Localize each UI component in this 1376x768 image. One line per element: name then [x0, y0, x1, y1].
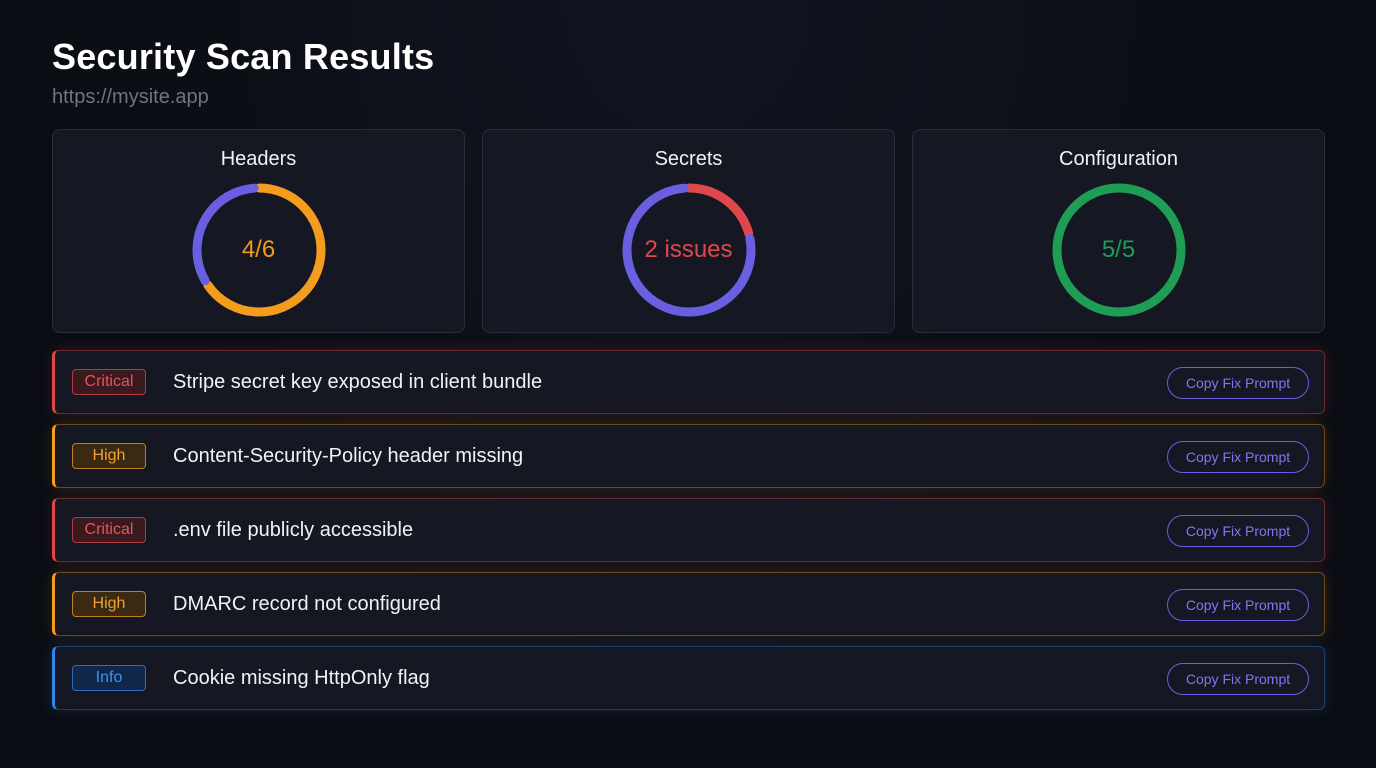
score-value: 2 issues	[644, 236, 733, 263]
severity-badge: Info	[72, 665, 146, 691]
finding-row: Info Cookie missing HttpOnly flag Copy F…	[52, 646, 1325, 710]
progress-ring-icon	[192, 183, 325, 317]
summary-cards: Headers 4/6 Secrets 2 issues Configurati…	[52, 129, 1325, 333]
severity-badge: High	[72, 591, 146, 617]
progress-ring-icon	[1052, 183, 1185, 317]
copy-fix-prompt-button[interactable]: Copy Fix Prompt	[1167, 367, 1309, 399]
finding-title: .env file publicly accessible	[173, 518, 414, 541]
score-ring: 2 issues	[621, 182, 757, 318]
ring-segment	[622, 183, 755, 317]
score-ring: 4/6	[191, 182, 327, 318]
finding-row: High DMARC record not configured Copy Fi…	[52, 572, 1325, 636]
severity-badge: Critical	[72, 517, 146, 543]
finding-title: Cookie missing HttpOnly flag	[173, 666, 430, 689]
score-value: 4/6	[241, 236, 276, 263]
copy-fix-prompt-button[interactable]: Copy Fix Prompt	[1167, 589, 1309, 621]
copy-fix-prompt-button[interactable]: Copy Fix Prompt	[1167, 663, 1309, 695]
summary-card-headers: Headers 4/6	[52, 129, 465, 333]
severity-badge: Critical	[72, 369, 146, 395]
finding-title: Content-Security-Policy header missing	[173, 444, 524, 467]
ring-segment	[1052, 183, 1185, 317]
score-ring: 5/5	[1051, 182, 1187, 318]
progress-ring-icon	[622, 183, 755, 317]
summary-card-configuration: Configuration 5/5	[912, 129, 1325, 333]
finding-title: Stripe secret key exposed in client bund…	[173, 370, 543, 393]
card-title: Configuration	[1059, 148, 1178, 170]
severity-badge: High	[72, 443, 146, 469]
copy-fix-prompt-button[interactable]: Copy Fix Prompt	[1167, 515, 1309, 547]
finding-row: Critical .env file publicly accessible C…	[52, 498, 1325, 562]
card-title: Headers	[220, 148, 297, 170]
finding-row: High Content-Security-Policy header miss…	[52, 424, 1325, 488]
score-value: 5/5	[1101, 236, 1136, 263]
summary-card-secrets: Secrets 2 issues	[482, 129, 895, 333]
site-url: https://mysite.app	[52, 86, 209, 108]
finding-row: Critical Stripe secret key exposed in cl…	[52, 350, 1325, 414]
page-title: Security Scan Results	[52, 36, 435, 77]
ring-segment	[192, 183, 325, 317]
finding-title: DMARC record not configured	[173, 592, 441, 615]
findings-list: Critical Stripe secret key exposed in cl…	[52, 350, 1325, 710]
copy-fix-prompt-button[interactable]: Copy Fix Prompt	[1167, 441, 1309, 473]
card-title: Secrets	[654, 148, 723, 170]
